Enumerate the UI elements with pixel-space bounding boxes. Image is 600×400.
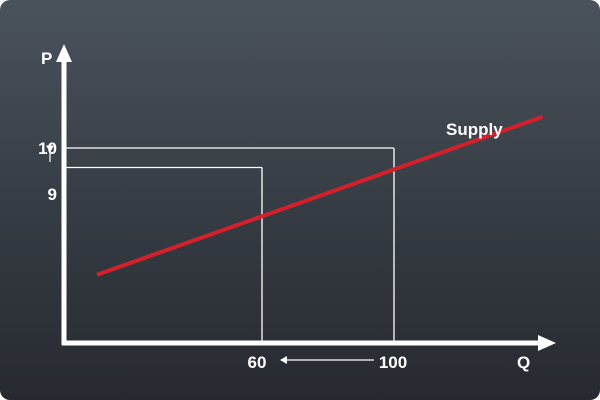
guide-lines [64, 147, 395, 343]
y-axis-arrowhead [56, 44, 72, 62]
quantity-change-arrow-head [280, 356, 287, 364]
series [96, 114, 544, 277]
x-tick-label-100: 100 [379, 353, 407, 372]
x-tick-label-60: 60 [248, 353, 267, 372]
series-line-supply [96, 114, 544, 277]
x-axis-arrowhead [538, 335, 556, 351]
price-change-arrow-head [46, 145, 54, 153]
text-labels: P Q Supply 10 9 60 100 [38, 49, 530, 372]
change-arrows [46, 145, 374, 364]
y-tick-label-10: 10 [38, 139, 57, 158]
x-axis-label: Q [517, 353, 530, 372]
y-axis-label: P [41, 49, 52, 68]
y-tick-label-9: 9 [48, 185, 57, 204]
axes [56, 44, 556, 351]
series-label-supply: Supply [446, 120, 503, 139]
